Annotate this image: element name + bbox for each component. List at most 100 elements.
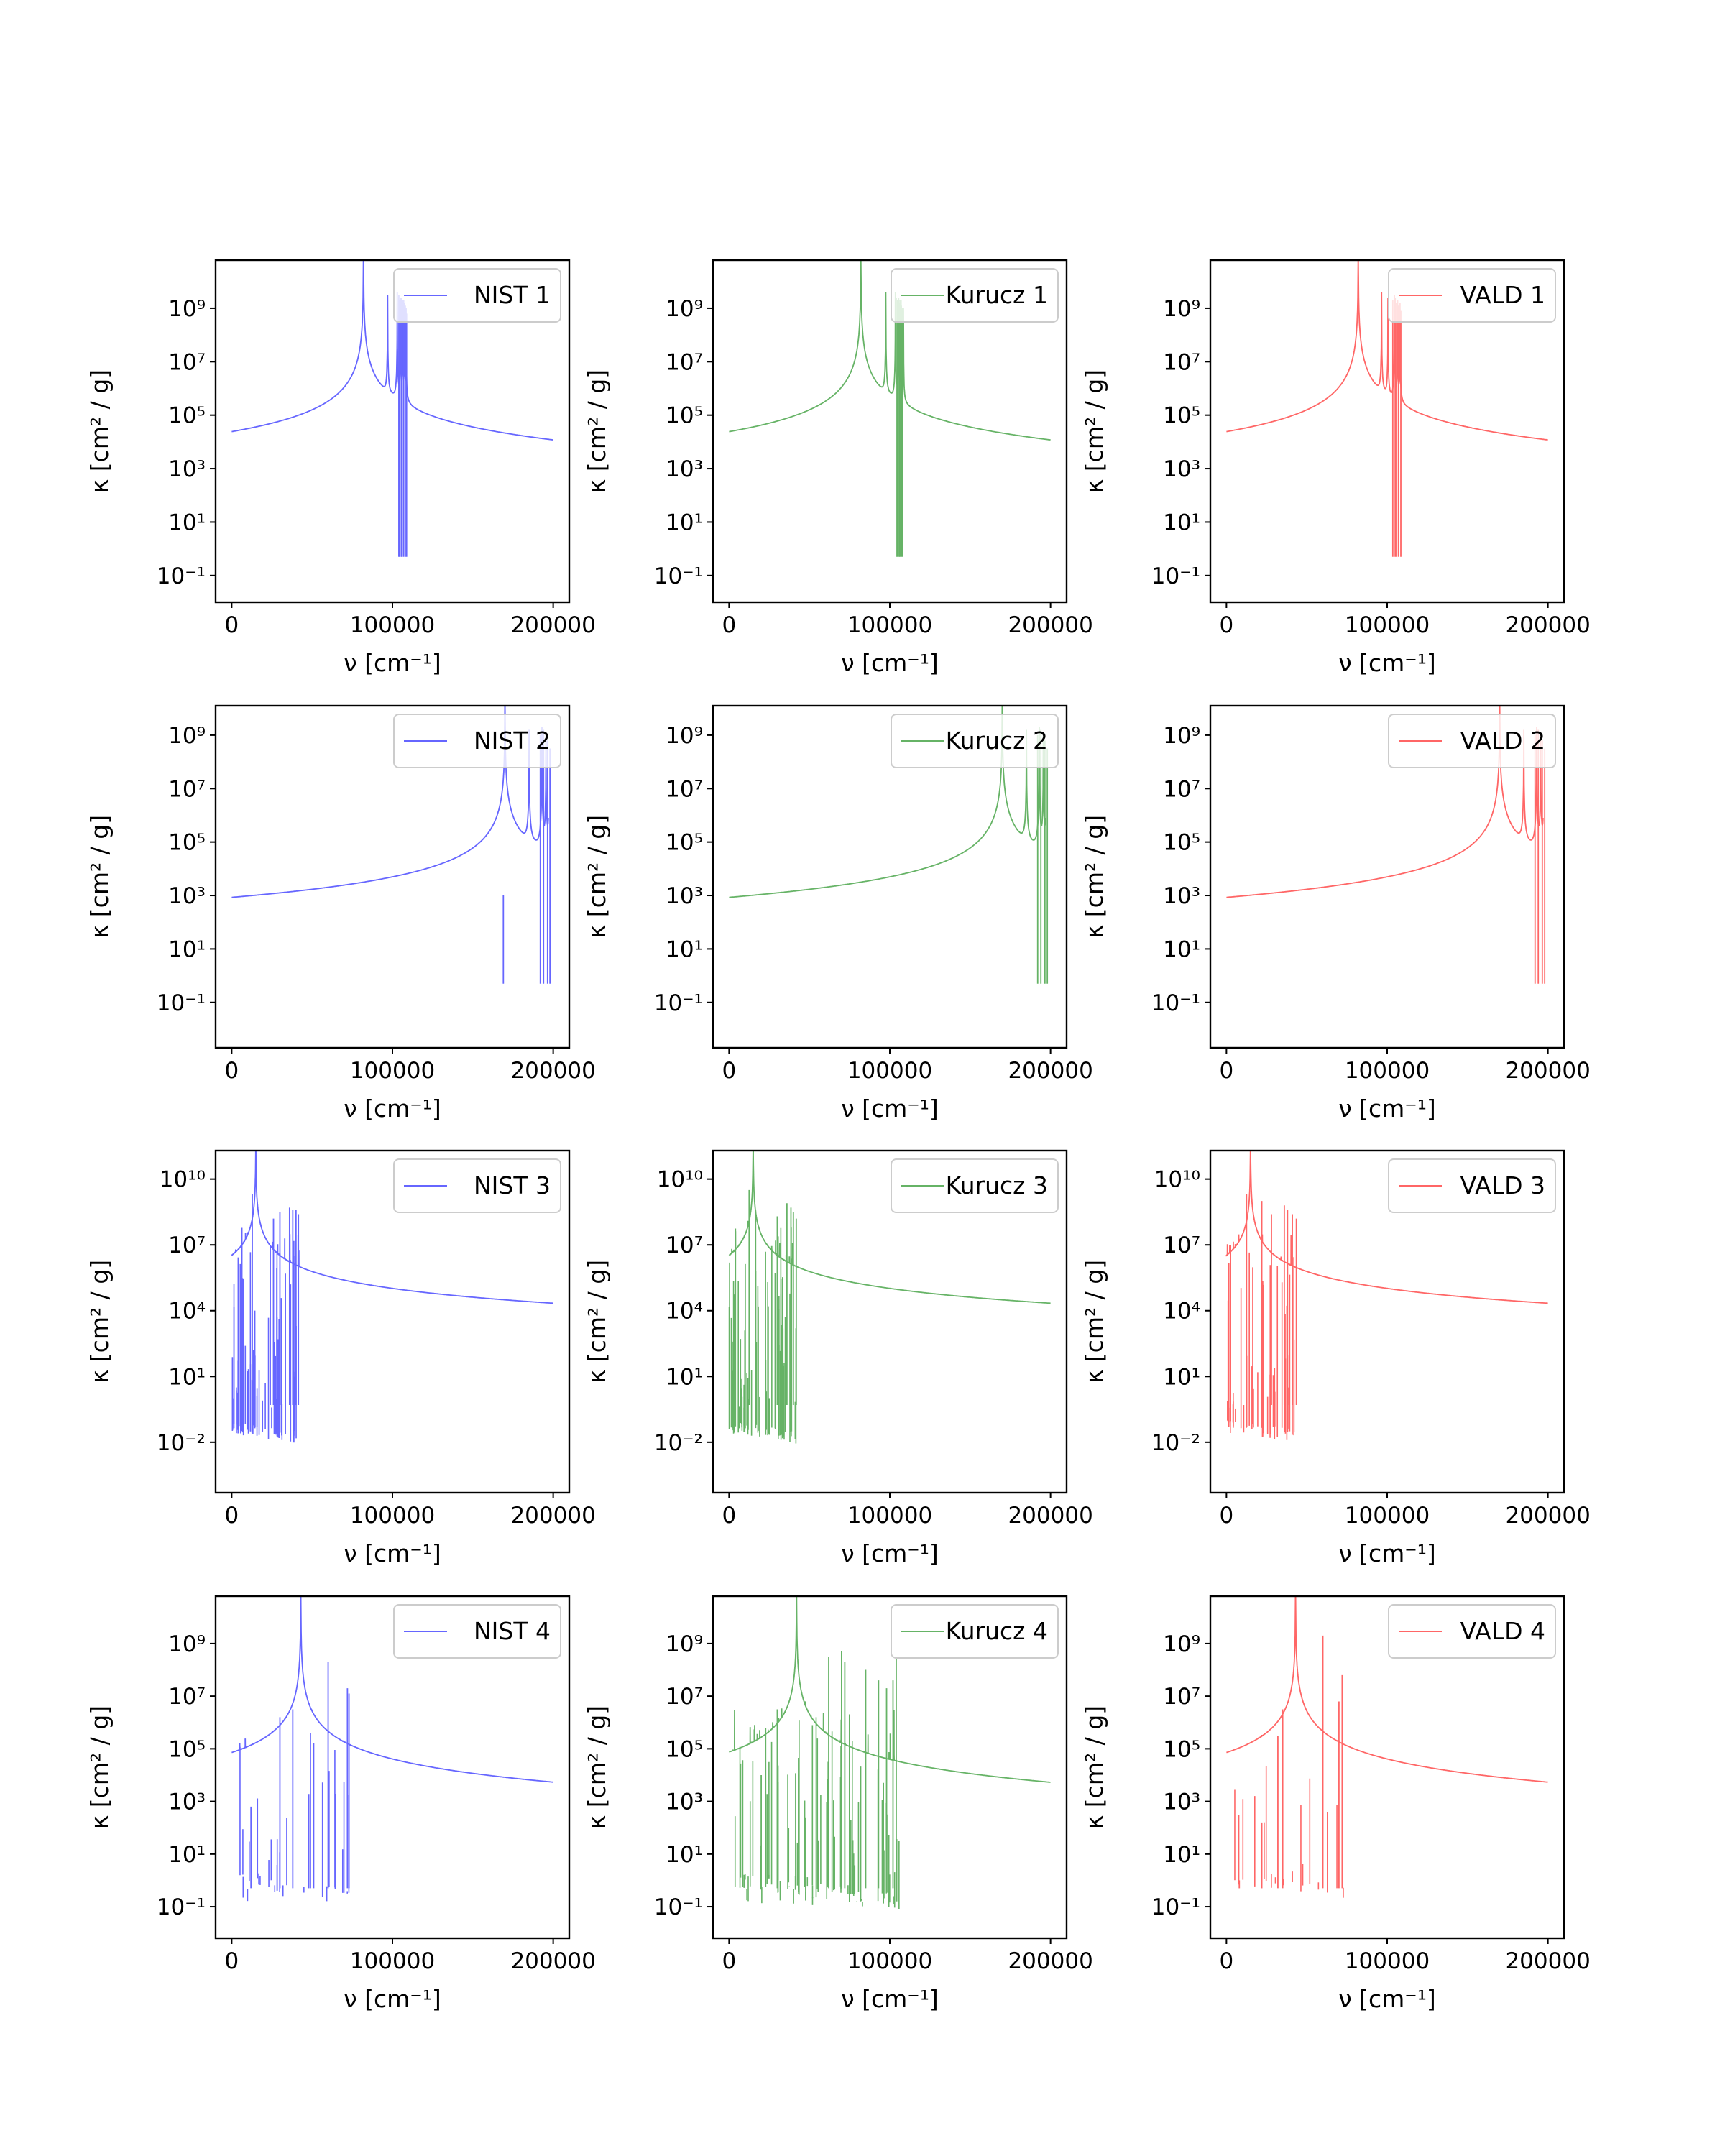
- y-axis-label: κ [cm² / g]: [1080, 1260, 1108, 1383]
- y-tick-label: 10⁷: [168, 776, 206, 802]
- y-tick-label: 10¹⁰: [160, 1167, 206, 1193]
- y-tick-label: 10¹: [1163, 1364, 1200, 1390]
- x-tick-label: 100000: [1345, 1948, 1430, 1974]
- y-tick-label: 10⁻¹: [654, 1894, 703, 1920]
- y-tick-label: 10⁻¹: [1151, 563, 1200, 589]
- x-axis-label: ν [cm⁻¹]: [841, 1985, 939, 2013]
- y-tick-label: 10⁷: [666, 1684, 703, 1710]
- y-tick-label: 10³: [168, 456, 206, 482]
- y-tick-label: 10⁻¹: [654, 563, 703, 589]
- y-axis-label: κ [cm² / g]: [86, 1260, 114, 1383]
- y-tick-label: 10⁷: [168, 1684, 206, 1710]
- series-line: [1226, 260, 1548, 441]
- x-tick-label: 100000: [1345, 1058, 1430, 1084]
- y-tick-label: 10¹: [1163, 1842, 1200, 1868]
- panel-10: 0 100000 200000 10⁻¹ 10¹ 10³ 10⁵ 10⁷ 10⁹ ν [cm⁻¹]…: [86, 1595, 596, 2013]
- y-tick-label: 10¹: [666, 936, 703, 962]
- y-tick-label: 10¹: [168, 1842, 206, 1868]
- legend-box: [891, 714, 1059, 768]
- legend-box: [1388, 714, 1556, 768]
- y-tick-label: 10⁵: [1163, 403, 1200, 429]
- y-tick-label: 10⁴: [1163, 1299, 1200, 1325]
- legend-label: NIST 4: [474, 1617, 551, 1645]
- legend-label: VALD 4: [1460, 1617, 1545, 1645]
- x-tick-label: 200000: [1008, 612, 1092, 638]
- y-axis-label: κ [cm² / g]: [1080, 1705, 1108, 1829]
- x-axis-label: ν [cm⁻¹]: [344, 1095, 441, 1123]
- legend-label: VALD 1: [1460, 281, 1545, 309]
- legend-label: VALD 3: [1460, 1171, 1545, 1199]
- x-tick-label: 0: [1219, 1503, 1233, 1529]
- y-tick-label: 10⁷: [1163, 1233, 1200, 1258]
- y-tick-label: 10⁵: [168, 830, 206, 856]
- y-tick-label: 10⁹: [1163, 1631, 1200, 1657]
- x-tick-label: 0: [224, 1948, 239, 1974]
- x-tick-label: 100000: [350, 1503, 435, 1529]
- y-tick-label: 10⁹: [168, 1631, 206, 1657]
- x-tick-label: 0: [224, 1058, 239, 1084]
- y-axis-label: κ [cm² / g]: [583, 369, 611, 493]
- x-axis-label: ν [cm⁻¹]: [841, 1095, 939, 1123]
- x-tick-label: 200000: [1008, 1058, 1092, 1084]
- x-tick-label: 200000: [1008, 1503, 1092, 1529]
- legend-box: [393, 714, 561, 768]
- y-tick-label: 10⁹: [666, 1631, 703, 1657]
- y-tick-label: 10³: [1163, 456, 1200, 482]
- y-tick-label: 10⁵: [1163, 830, 1200, 856]
- panel-4: 0 100000 200000 10⁻¹ 10¹ 10³ 10⁵ 10⁷ 10⁹ ν [cm⁻¹]…: [86, 704, 596, 1123]
- y-tick-label: 10⁻¹: [1151, 990, 1200, 1016]
- y-tick-label: 10⁹: [1163, 296, 1200, 322]
- y-tick-label: 10³: [666, 456, 703, 482]
- y-tick-label: 10⁹: [1163, 723, 1200, 749]
- x-tick-label: 100000: [1345, 612, 1430, 638]
- y-tick-label: 10⁷: [666, 349, 703, 375]
- y-tick-label: 10⁷: [666, 1233, 703, 1258]
- x-tick-label: 0: [224, 1503, 239, 1529]
- y-tick-label: 10³: [1163, 883, 1200, 909]
- x-tick-label: 100000: [350, 1948, 435, 1974]
- legend-label: VALD 2: [1460, 727, 1545, 755]
- series-line: [1226, 1596, 1548, 1783]
- y-tick-label: 10¹: [1163, 936, 1200, 962]
- x-axis-label: ν [cm⁻¹]: [1338, 649, 1436, 677]
- y-axis-label: κ [cm² / g]: [86, 1705, 114, 1829]
- y-tick-label: 10¹: [666, 510, 703, 535]
- legend-box: [1388, 1604, 1556, 1659]
- legend-label: Kurucz 3: [946, 1171, 1048, 1199]
- x-tick-label: 0: [1219, 612, 1233, 638]
- y-tick-label: 10⁴: [168, 1299, 206, 1325]
- legend-box: [891, 1158, 1059, 1213]
- y-tick-label: 10¹: [168, 936, 206, 962]
- y-tick-label: 10⁷: [1163, 1684, 1200, 1710]
- x-axis-label: ν [cm⁻¹]: [344, 1539, 441, 1567]
- y-tick-label: 10⁷: [168, 349, 206, 375]
- series-line: [231, 1596, 553, 1783]
- x-tick-label: 200000: [1505, 1503, 1590, 1529]
- legend-label: NIST 1: [474, 281, 551, 309]
- y-tick-label: 10⁻¹: [157, 563, 206, 589]
- y-tick-label: 10⁵: [666, 1736, 703, 1762]
- x-axis-label: ν [cm⁻¹]: [1338, 1539, 1436, 1567]
- y-axis-label: κ [cm² / g]: [1080, 369, 1108, 493]
- y-axis-label: κ [cm² / g]: [583, 1705, 611, 1829]
- y-tick-label: 10³: [168, 1789, 206, 1815]
- y-tick-label: 10⁵: [168, 1736, 206, 1762]
- panel-11: 0 100000 200000 10⁻¹ 10¹ 10³ 10⁵ 10⁷ 10⁹ ν [cm⁻¹]…: [583, 1595, 1093, 2013]
- y-axis-label: κ [cm² / g]: [583, 815, 611, 939]
- x-tick-label: 100000: [847, 1948, 932, 1974]
- y-tick-label: 10⁻¹: [654, 990, 703, 1016]
- x-axis-label: ν [cm⁻¹]: [1338, 1985, 1436, 2013]
- y-axis-label: κ [cm² / g]: [86, 815, 114, 939]
- panel-6: 0 100000 200000 10⁻¹ 10¹ 10³ 10⁵ 10⁷ 10⁹ ν [cm⁻¹]…: [1080, 704, 1591, 1123]
- legend-box: [1388, 1158, 1556, 1213]
- panel-5: 0 100000 200000 10⁻¹ 10¹ 10³ 10⁵ 10⁷ 10⁹ ν [cm⁻¹]…: [583, 704, 1093, 1123]
- y-tick-label: 10⁷: [1163, 776, 1200, 802]
- legend-label: Kurucz 4: [946, 1617, 1048, 1645]
- y-tick-label: 10⁹: [666, 723, 703, 749]
- x-axis-label: ν [cm⁻¹]: [841, 649, 939, 677]
- x-tick-label: 0: [1219, 1948, 1233, 1974]
- panel-9: 0 100000 200000 10⁻² 10¹ 10⁴ 10⁷ 10¹⁰ ν [cm⁻¹] κ …: [1080, 1149, 1591, 1567]
- y-tick-label: 10³: [168, 883, 206, 909]
- panel-8: 0 100000 200000 10⁻² 10¹ 10⁴ 10⁷ 10¹⁰ ν [cm⁻¹] κ …: [583, 1149, 1093, 1567]
